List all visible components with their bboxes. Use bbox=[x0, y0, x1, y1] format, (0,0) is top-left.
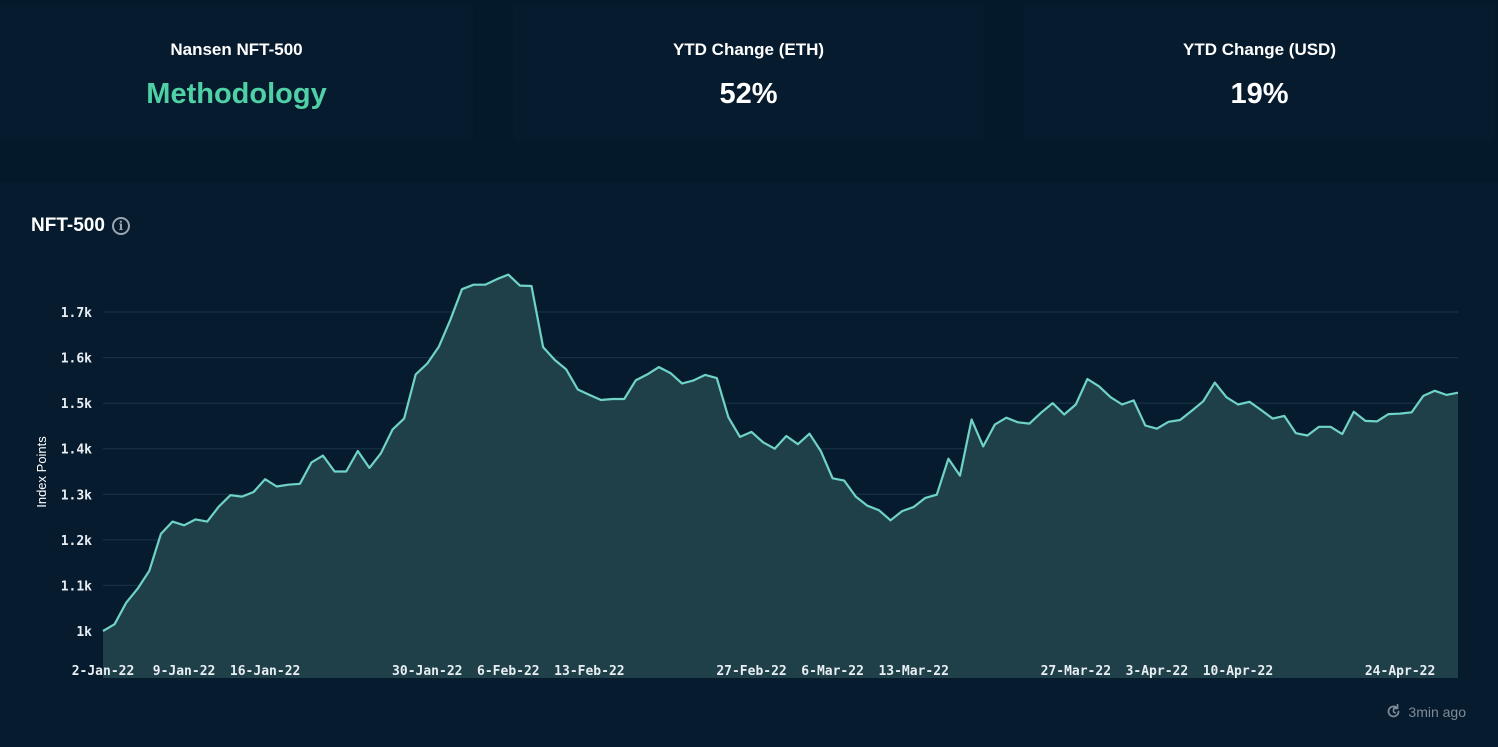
y-tick-label: 1.5k bbox=[61, 397, 92, 412]
y-tick-label: 1.1k bbox=[61, 579, 92, 594]
x-tick-label: 27-Mar-22 bbox=[1041, 664, 1111, 679]
y-tick-label: 1.6k bbox=[61, 352, 92, 367]
y-axis-ticks: 1k 1.1k 1.2k 1.3k 1.4k 1.5k 1.6k 1.7k bbox=[61, 306, 92, 640]
y-tick-label: 1.7k bbox=[61, 306, 92, 321]
nansen-nft-500-card: Nansen NFT-500 Methodology bbox=[0, 4, 473, 141]
x-tick-label: 27-Feb-22 bbox=[716, 664, 786, 679]
index-line bbox=[102, 273, 1459, 632]
last-updated: 3min ago bbox=[1385, 703, 1466, 720]
card-title: Nansen NFT-500 bbox=[170, 40, 303, 59]
x-axis-ticks: 2-Jan-22 9-Jan-22 16-Jan-22 30-Jan-22 6-Feb-… bbox=[72, 664, 1436, 679]
card-title: YTD Change (USD) bbox=[1183, 40, 1336, 59]
index-area bbox=[103, 274, 1458, 678]
ytd-change-usd-value: 19% bbox=[1230, 78, 1289, 110]
y-axis-label: Index Points bbox=[34, 436, 49, 508]
y-tick-label: 1.3k bbox=[61, 488, 92, 503]
ytd-change-usd-card: YTD Change (USD) 19% bbox=[1024, 4, 1495, 141]
x-tick-label: 2-Jan-22 bbox=[72, 664, 135, 679]
x-tick-label: 10-Apr-22 bbox=[1203, 664, 1273, 679]
x-tick-label: 3-Apr-22 bbox=[1126, 664, 1189, 679]
methodology-link[interactable]: Methodology bbox=[146, 78, 327, 110]
chart-title-text: NFT-500 bbox=[31, 215, 105, 236]
last-updated-text: 3min ago bbox=[1408, 703, 1466, 720]
x-tick-label: 9-Jan-22 bbox=[153, 664, 216, 679]
x-tick-label: 24-Apr-22 bbox=[1365, 664, 1435, 679]
y-tick-label: 1.2k bbox=[61, 534, 92, 549]
ytd-change-eth-value: 52% bbox=[719, 78, 778, 110]
ytd-change-eth-card: YTD Change (ETH) 52% bbox=[513, 4, 984, 141]
chart-title: NFT-500 i bbox=[31, 215, 130, 237]
x-tick-label: 13-Mar-22 bbox=[878, 664, 948, 679]
info-icon[interactable]: i bbox=[111, 217, 130, 235]
y-tick-label: 1.4k bbox=[61, 443, 92, 458]
y-tick-label: 1k bbox=[76, 625, 92, 640]
x-tick-label: 13-Feb-22 bbox=[554, 664, 624, 679]
card-title: YTD Change (ETH) bbox=[672, 40, 825, 59]
x-tick-label: 6-Feb-22 bbox=[477, 664, 540, 679]
x-tick-label: 16-Jan-22 bbox=[230, 664, 300, 679]
x-tick-label: 30-Jan-22 bbox=[392, 664, 462, 679]
x-tick-label: 6-Mar-22 bbox=[801, 664, 864, 679]
refresh-icon[interactable] bbox=[1385, 703, 1402, 720]
